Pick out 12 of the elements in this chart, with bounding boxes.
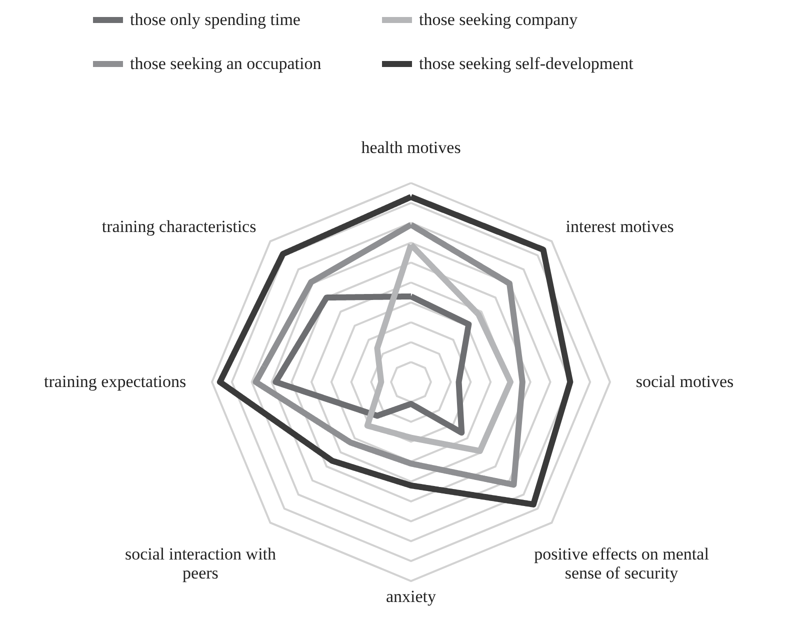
spoke-label: training expectations (44, 372, 186, 391)
legend-label: those seeking company (419, 10, 578, 29)
legend-label: those only spending time (130, 10, 300, 29)
spoke-label: social interaction with peers (124, 544, 277, 583)
spoke-label: health motives (361, 138, 461, 158)
spoke-label: social motives (636, 372, 734, 391)
legend-label: those seeking self-development (419, 54, 634, 73)
legend-label: those seeking an occupation (130, 54, 322, 73)
spoke-label: training characteristics (102, 217, 256, 236)
spoke-label: anxiety (386, 586, 437, 606)
spoke-label: positive effects on mental sense of security (534, 544, 710, 583)
spoke-label: interest motives (566, 217, 674, 236)
